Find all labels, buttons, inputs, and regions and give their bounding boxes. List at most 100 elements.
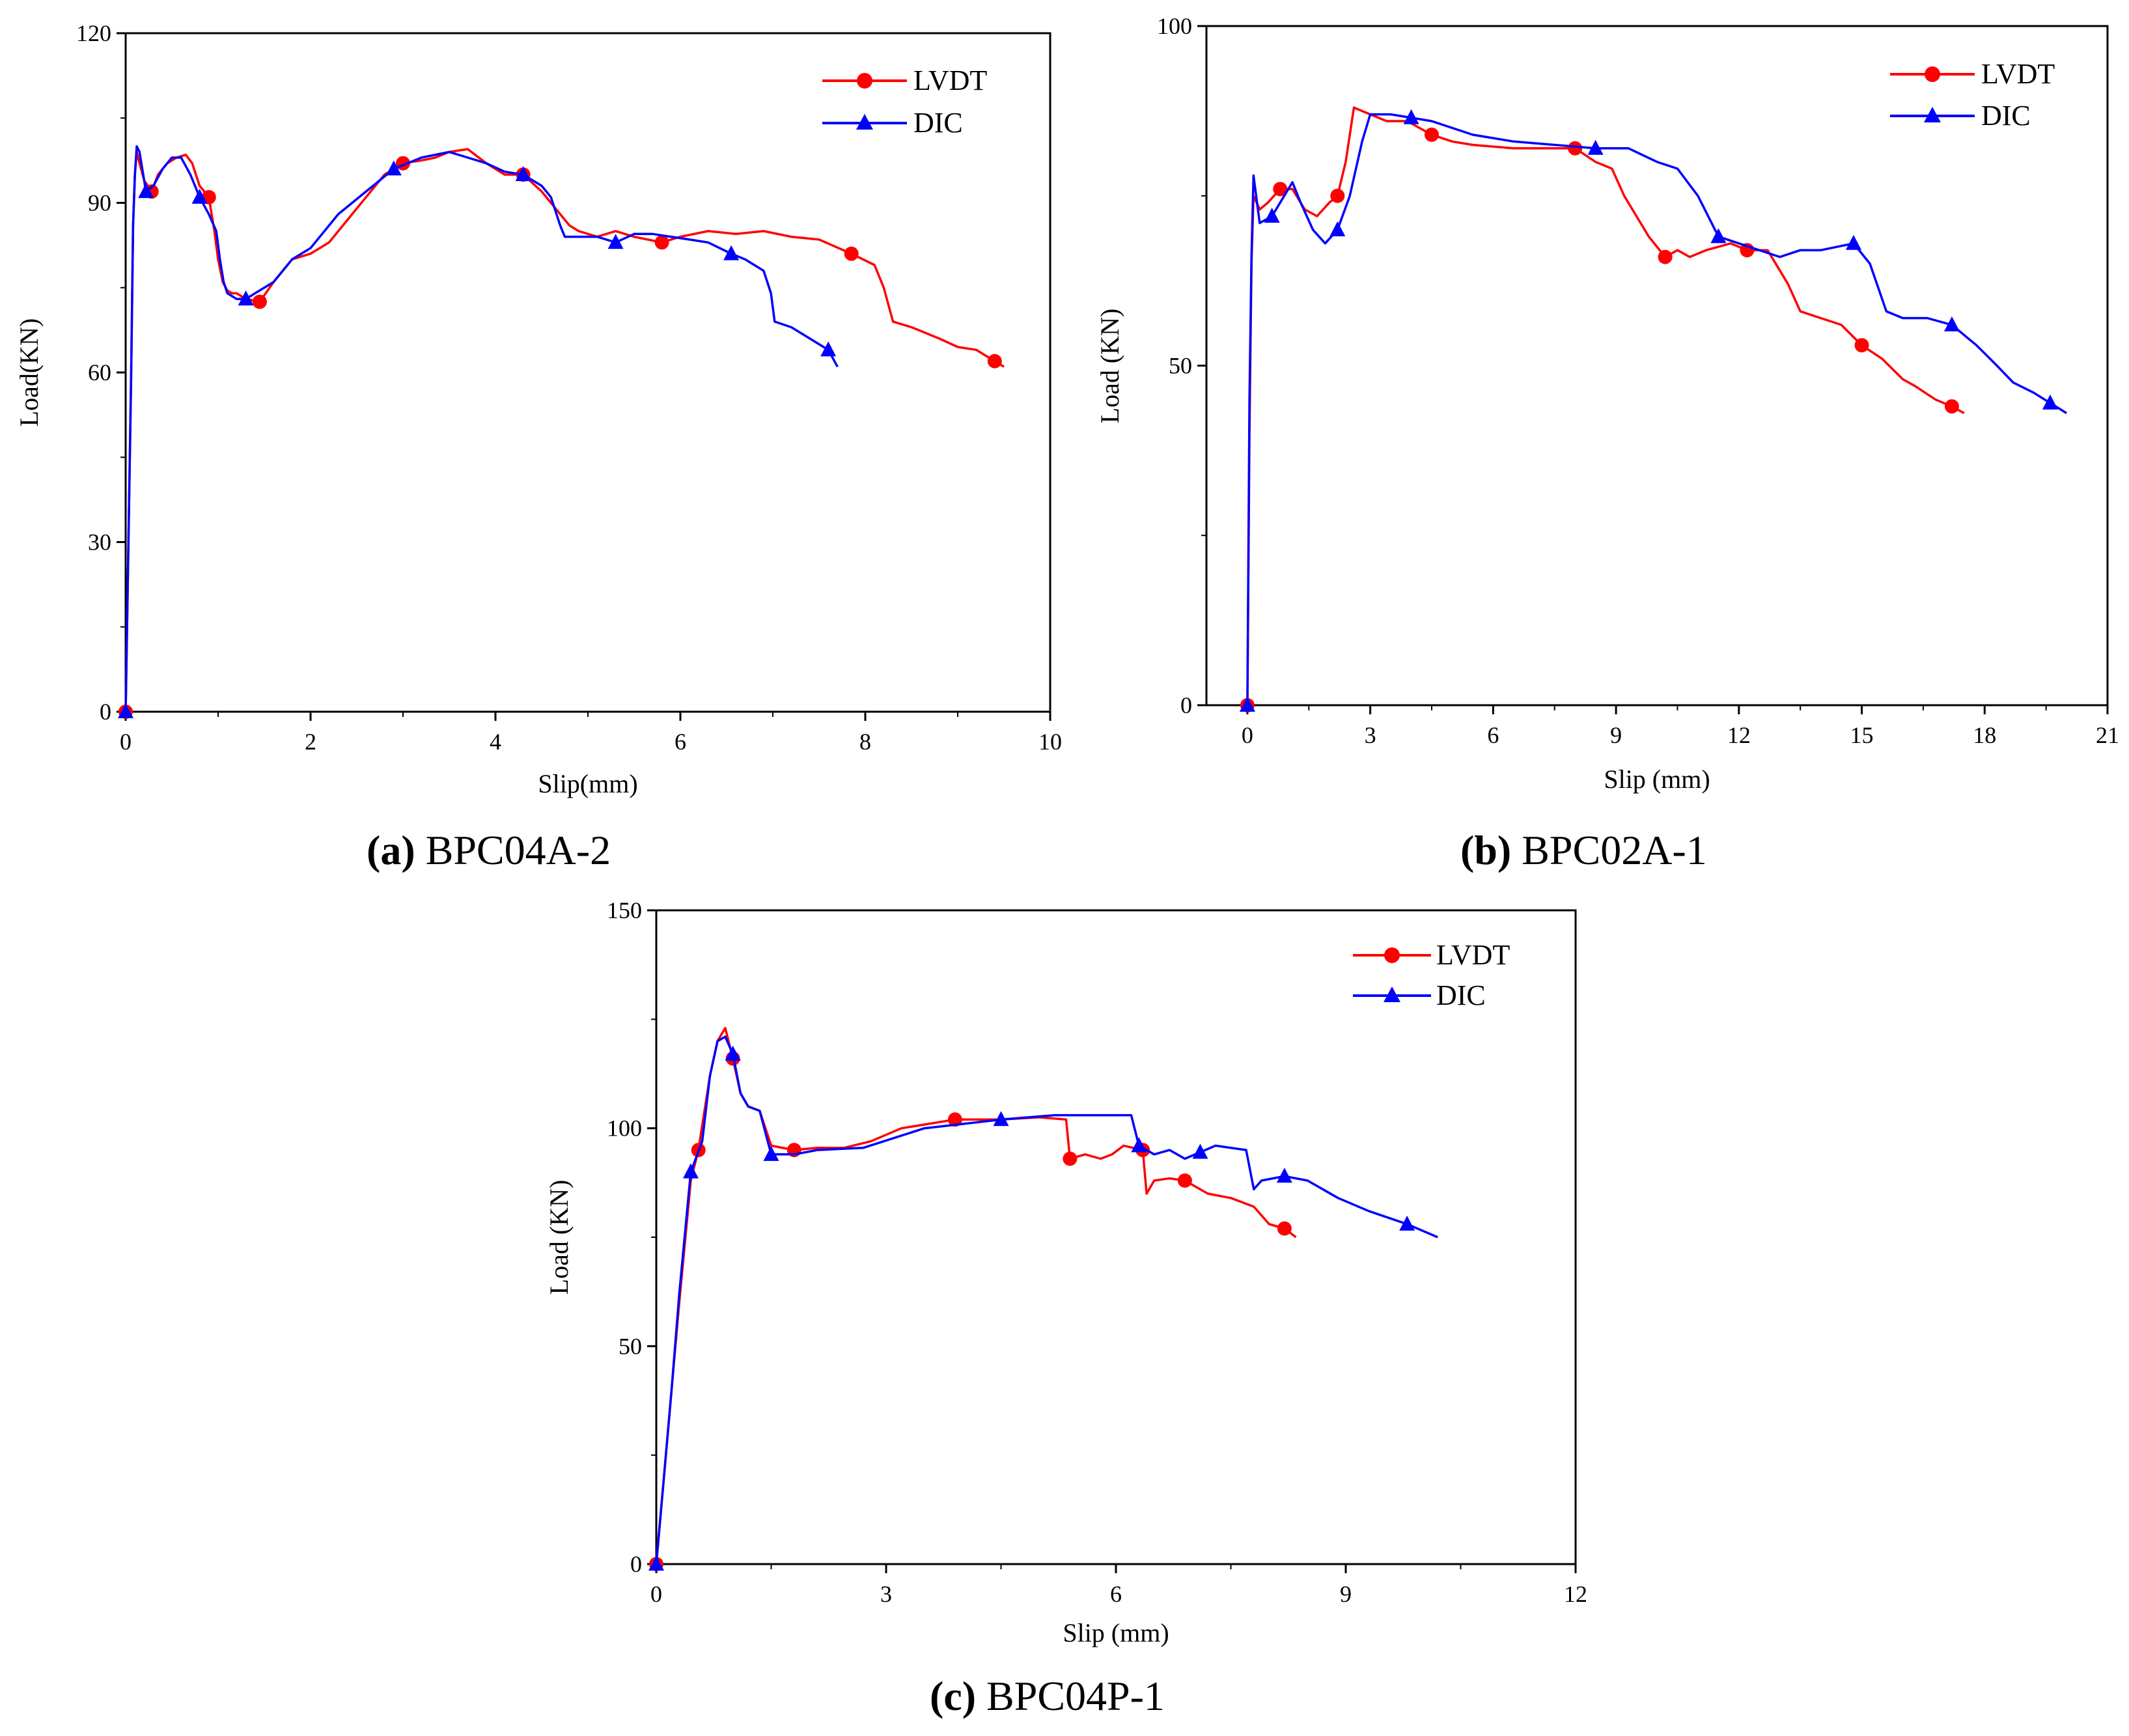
x-tick-label: 4 [490, 729, 501, 755]
legend: LVDT DIC [1890, 58, 2055, 132]
data-point-dic [1131, 1137, 1147, 1153]
y-tick-label: 0 [100, 699, 111, 725]
data-point-lvdt [1277, 1221, 1292, 1236]
x-tick-label: 9 [1610, 722, 1622, 748]
caption-letter-close: ) [401, 827, 425, 873]
y-tick-label: 90 [88, 190, 111, 216]
data-point-dic [1587, 139, 1604, 155]
data-point-lvdt [252, 294, 267, 309]
data-point-dic [820, 341, 837, 357]
chart-panel-c: Slip (mm) Load (KN) LVDT DIC (c) BPC04P-… [544, 897, 1587, 1719]
caption-letter-open: ( [367, 827, 380, 873]
plot-frame [1205, 25, 2109, 707]
legend-label-dic: DIC [1436, 979, 1486, 1011]
x-tick-label: 10 [1038, 729, 1062, 755]
legend-marker-lvdt [857, 73, 872, 89]
data-point-lvdt [1568, 141, 1583, 156]
caption-text: BPC02A-1 [1522, 827, 1707, 873]
legend: LVDT DIC [822, 64, 987, 139]
legend-label-lvdt: LVDT [1436, 939, 1510, 971]
data-point-lvdt [654, 235, 669, 250]
y-tick-label: 150 [607, 897, 642, 923]
caption-letter: a [380, 827, 401, 873]
y-tick-label: 60 [88, 359, 111, 385]
x-tick-label: 12 [1564, 1581, 1587, 1607]
data-point-lvdt [1658, 249, 1673, 264]
y-axis-title: Load (KN) [1095, 309, 1124, 424]
y-axis-title: Load (KN) [544, 1180, 574, 1295]
caption-letter: b [1474, 827, 1497, 873]
series-line-lvdt [124, 148, 1005, 712]
x-tick-label: 6 [1110, 1581, 1122, 1607]
data-point-dic [515, 166, 531, 182]
x-tick-label: 0 [120, 729, 132, 755]
y-tick-label: 120 [76, 20, 111, 46]
data-point-dic [191, 188, 208, 204]
data-point-lvdt [844, 246, 859, 261]
x-tick-label: 12 [1727, 722, 1751, 748]
data-point-lvdt [1063, 1151, 1078, 1166]
x-tick-label: 15 [1850, 722, 1874, 748]
data-point-dic [1192, 1143, 1208, 1159]
legend-marker-dic [1924, 107, 1941, 122]
data-point-dic [763, 1145, 779, 1161]
data-point-dic [1239, 697, 1255, 712]
legend-label-lvdt: LVDT [913, 64, 987, 96]
caption-letter-open: ( [930, 1673, 943, 1719]
data-point-dic [1710, 228, 1727, 244]
data-point-dic [138, 183, 154, 199]
data-point-dic [385, 160, 402, 176]
caption-letter-close: ) [962, 1673, 986, 1719]
series-line-dic [655, 1035, 1438, 1565]
x-tick-label: 2 [305, 729, 316, 755]
y-tick-label: 30 [88, 529, 111, 555]
caption-text: BPC04A-2 [426, 827, 611, 873]
x-tick-label: 9 [1340, 1581, 1352, 1607]
data-point-dic [1399, 1215, 1415, 1231]
caption-letter: c [943, 1673, 962, 1719]
caption: (b) BPC02A-1 [1460, 827, 1707, 873]
series-line-dic [124, 145, 839, 712]
x-axis-title: Slip (mm) [1604, 764, 1710, 794]
series-line-dic [1246, 113, 2068, 706]
y-tick-label: 50 [1169, 353, 1192, 379]
x-tick-label: 0 [650, 1581, 662, 1607]
legend-label-dic: DIC [913, 107, 963, 139]
x-tick-label: 6 [675, 729, 686, 755]
data-point-dic [607, 234, 624, 249]
data-point-dic [1276, 1168, 1292, 1183]
caption: (c) BPC04P-1 [930, 1673, 1165, 1719]
x-tick-label: 21 [2096, 722, 2119, 748]
plot-frame [124, 32, 1051, 713]
data-point-dic [238, 290, 254, 306]
data-point-dic [2042, 394, 2058, 410]
caption: (a) BPC04A-2 [367, 827, 611, 873]
data-point-dic [118, 703, 133, 718]
y-tick-label: 0 [1180, 692, 1192, 718]
data-point-lvdt [1330, 188, 1345, 203]
data-point-lvdt [1425, 127, 1439, 142]
x-axis-title: Slip(mm) [538, 769, 637, 798]
data-point-dic [682, 1163, 699, 1179]
x-tick-label: 6 [1487, 722, 1499, 748]
data-point-dic [1403, 109, 1419, 124]
data-point-dic [993, 1111, 1009, 1127]
legend-marker-lvdt [1925, 66, 1940, 82]
data-point-dic [648, 1556, 664, 1571]
x-tick-label: 0 [1242, 722, 1253, 748]
legend-marker-dic [856, 114, 873, 130]
legend: LVDT DIC [1353, 939, 1510, 1011]
legend-label-dic: DIC [1981, 100, 2031, 132]
chart-panel-b: Slip (mm) Load (KN) LVDT DIC (b) BPC02A-… [1095, 13, 2119, 873]
caption-text: BPC04P-1 [986, 1673, 1165, 1719]
y-tick-label: 100 [607, 1115, 642, 1141]
y-axis-title: Load(KN) [14, 318, 44, 427]
x-tick-label: 3 [880, 1581, 892, 1607]
data-point-lvdt [987, 354, 1002, 369]
chart-panel-a: Slip(mm) Load(KN) LVDT DIC (a) BPC04A-2 … [14, 20, 1062, 873]
data-point-dic [725, 1045, 741, 1061]
data-point-dic [1264, 208, 1280, 223]
series-line-lvdt [1246, 106, 1965, 706]
y-tick-label: 0 [630, 1551, 642, 1577]
